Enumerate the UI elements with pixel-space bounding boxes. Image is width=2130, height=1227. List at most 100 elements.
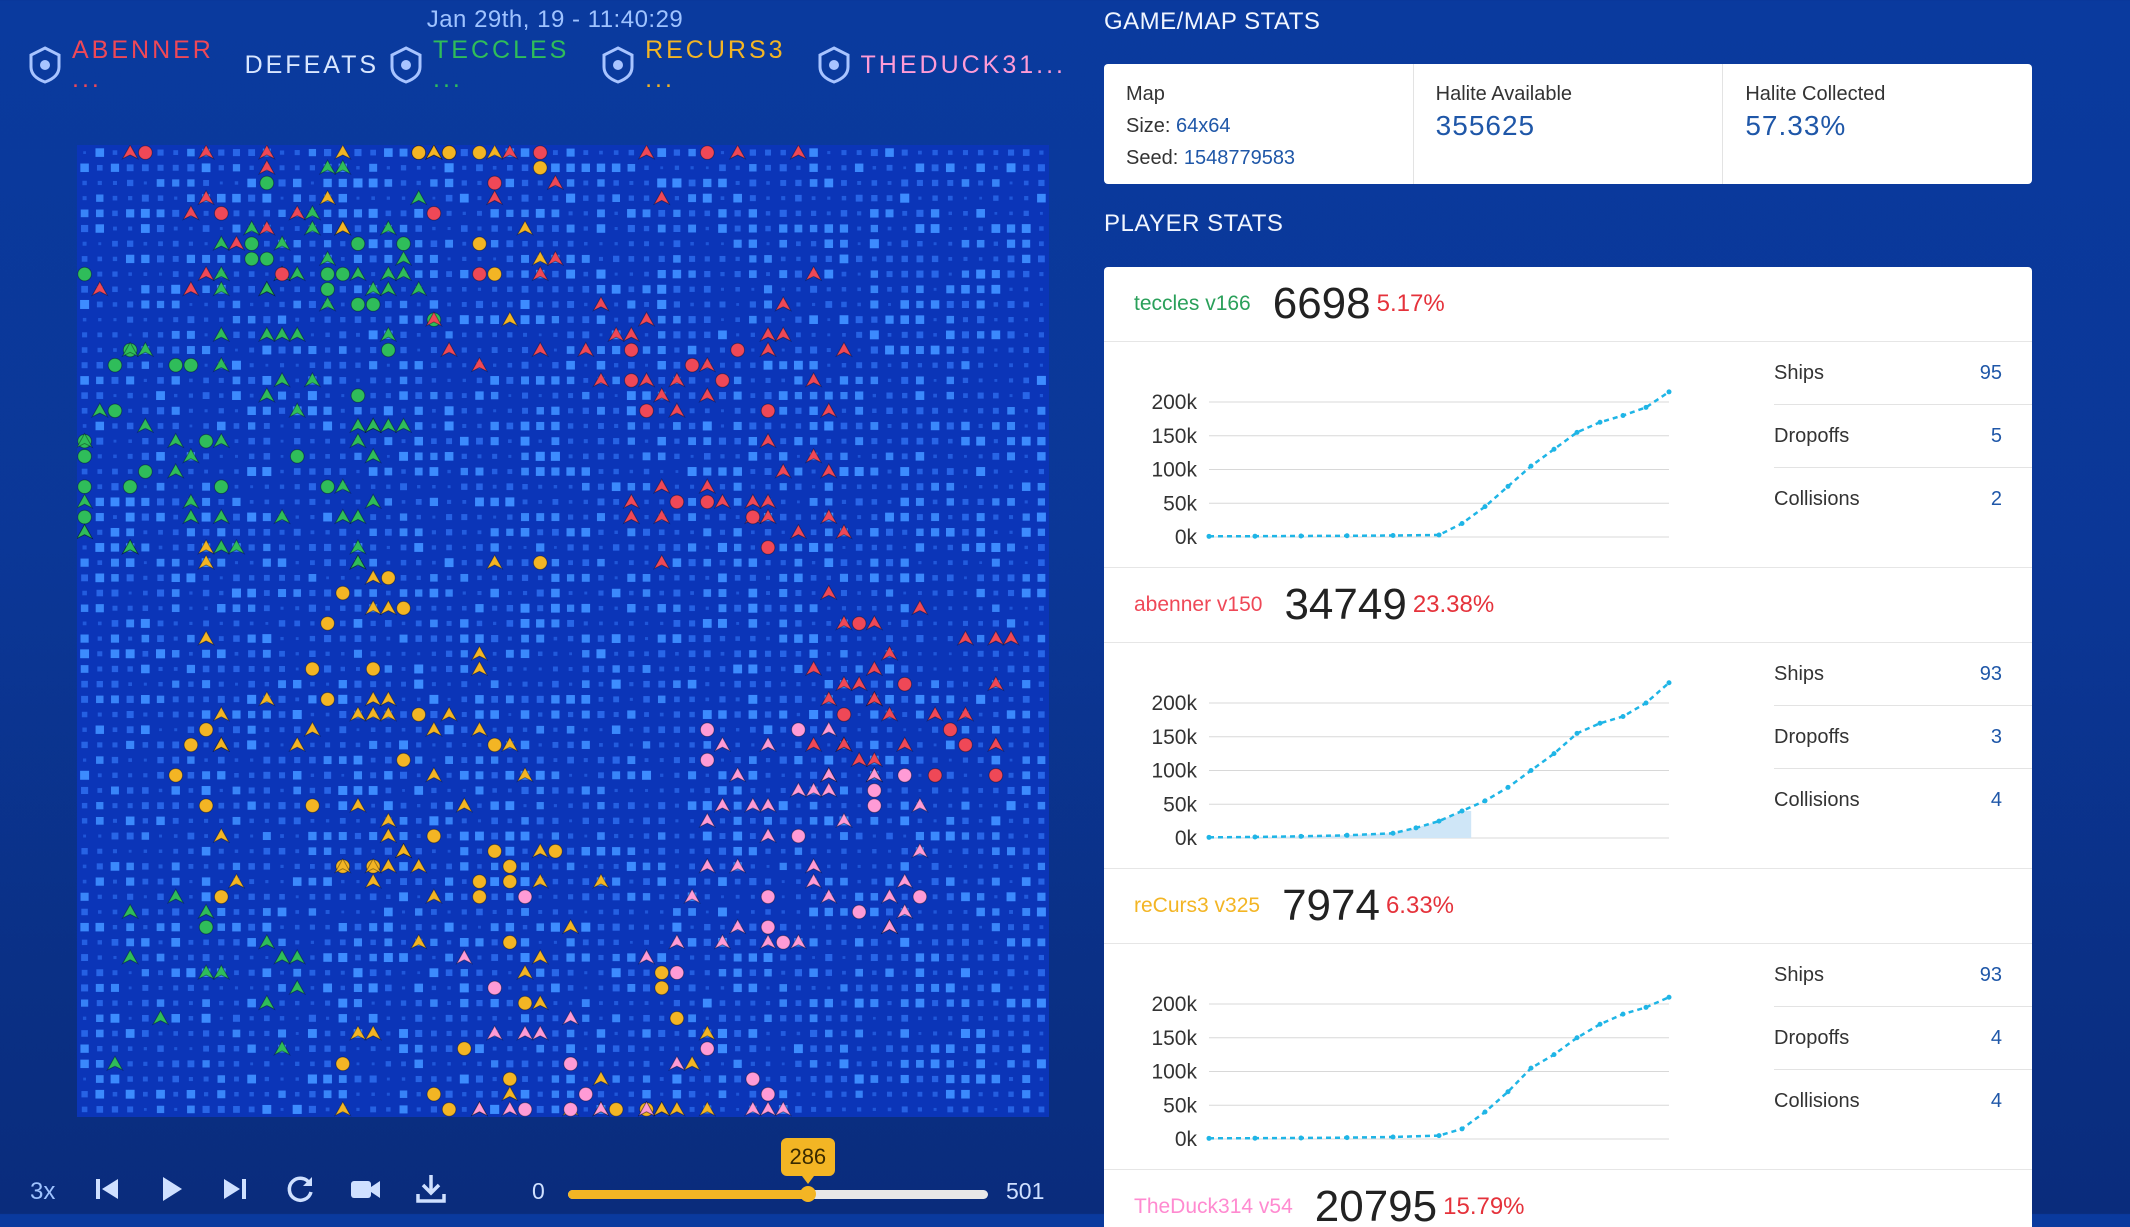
timeline-track[interactable] [568, 1190, 988, 1199]
ship-marker[interactable] [212, 538, 231, 555]
ship-marker[interactable] [197, 538, 215, 555]
ship-marker[interactable] [516, 219, 534, 236]
ship-marker[interactable] [637, 311, 656, 327]
dropoff-marker[interactable] [411, 707, 427, 722]
dropoff-marker[interactable] [441, 1102, 457, 1117]
ship-marker[interactable] [121, 948, 139, 965]
ship-marker[interactable] [273, 948, 291, 965]
dropoff-marker[interactable] [77, 449, 92, 464]
ship-marker[interactable] [865, 614, 884, 631]
player-header-recurs3[interactable]: reCurs3 v325 7974 6.33% [1104, 869, 2032, 944]
ship-marker[interactable] [212, 356, 231, 373]
dropoff-marker[interactable] [244, 251, 259, 267]
ship-marker[interactable] [288, 204, 307, 221]
dropoff-marker[interactable] [426, 828, 442, 844]
ship-marker[interactable] [77, 523, 94, 540]
ship-marker[interactable] [576, 341, 595, 358]
ship-marker[interactable] [425, 888, 443, 905]
matchup-player-teccles[interactable]: TECCLES ... [433, 36, 570, 93]
ship-marker[interactable] [349, 508, 367, 525]
ship-marker[interactable] [698, 1024, 717, 1041]
ship-marker[interactable] [956, 705, 975, 722]
ship-marker[interactable] [333, 219, 352, 236]
ship-marker[interactable] [212, 705, 231, 722]
ship-marker[interactable] [956, 629, 975, 646]
dropoff-marker[interactable] [699, 1041, 715, 1056]
dropoff-marker[interactable] [381, 342, 396, 358]
ship-marker[interactable] [349, 797, 367, 813]
ship-marker[interactable] [106, 1055, 124, 1072]
ship-marker[interactable] [197, 554, 215, 570]
ship-marker[interactable] [865, 690, 884, 707]
ship-marker[interactable] [835, 675, 853, 692]
ship-marker[interactable] [121, 903, 139, 920]
ship-marker[interactable] [850, 675, 868, 692]
ship-marker[interactable] [531, 1024, 550, 1041]
ship-marker[interactable] [349, 1024, 367, 1041]
ship-marker[interactable] [288, 402, 307, 419]
ship-marker[interactable] [288, 736, 307, 753]
ship-marker[interactable] [197, 189, 215, 206]
ship-marker[interactable] [212, 736, 231, 753]
ship-marker[interactable] [182, 493, 200, 510]
dropoff-marker[interactable] [335, 1056, 351, 1072]
ship-marker[interactable] [698, 857, 717, 874]
ship-marker[interactable] [835, 341, 853, 358]
ship-marker[interactable] [273, 326, 291, 343]
ship-marker[interactable] [258, 280, 276, 297]
ship-marker[interactable] [333, 857, 352, 874]
dropoff-marker[interactable] [198, 919, 214, 935]
ship-marker[interactable] [212, 827, 231, 844]
ship-marker[interactable] [364, 447, 382, 464]
ship-marker[interactable] [865, 660, 884, 677]
timeline-handle[interactable] [799, 1186, 816, 1202]
ship-marker[interactable] [501, 1085, 519, 1102]
ship-marker[interactable] [592, 1070, 610, 1087]
ship-marker[interactable] [501, 311, 519, 327]
dropoff-marker[interactable] [851, 616, 867, 631]
ship-marker[interactable] [637, 1100, 656, 1117]
play-icon[interactable] [152, 1170, 190, 1208]
ship-marker[interactable] [531, 948, 550, 965]
dropoff-marker[interactable] [259, 251, 275, 267]
game-board[interactable] [77, 145, 1049, 1117]
ship-marker[interactable] [880, 645, 899, 662]
ship-marker[interactable] [303, 219, 322, 236]
ship-marker[interactable] [850, 751, 868, 768]
ship-marker[interactable] [804, 660, 823, 677]
ship-marker[interactable] [668, 1100, 686, 1117]
ship-marker[interactable] [318, 250, 337, 267]
dropoff-marker[interactable] [867, 783, 882, 798]
ship-marker[interactable] [698, 812, 717, 829]
ship-marker[interactable] [288, 326, 307, 343]
ship-marker[interactable] [652, 189, 671, 206]
dropoff-marker[interactable] [213, 206, 229, 221]
ship-marker[interactable] [409, 189, 428, 206]
speed-toggle[interactable]: 3x [30, 1178, 56, 1205]
ship-marker[interactable] [652, 478, 671, 494]
ship-marker[interactable] [698, 386, 717, 403]
dropoff-marker[interactable] [715, 373, 730, 388]
dropoff-marker[interactable] [760, 919, 776, 935]
dropoff-marker[interactable] [213, 889, 229, 905]
ship-marker[interactable] [759, 797, 777, 813]
dropoff-marker[interactable] [320, 281, 335, 297]
ship-marker[interactable] [728, 857, 747, 874]
dropoff-marker[interactable] [897, 676, 913, 692]
dropoff-marker[interactable] [335, 585, 351, 601]
dropoff-marker[interactable] [760, 1086, 776, 1102]
dropoff-marker[interactable] [381, 570, 396, 586]
ship-marker[interactable] [592, 371, 610, 388]
ship-marker[interactable] [485, 554, 504, 570]
ship-marker[interactable] [819, 402, 838, 419]
ship-marker[interactable] [288, 979, 307, 996]
ship-marker[interactable] [774, 295, 793, 312]
ship-marker[interactable] [394, 265, 413, 282]
ship-marker[interactable] [501, 145, 519, 160]
ship-marker[interactable] [303, 721, 322, 737]
ship-marker[interactable] [364, 493, 382, 510]
ship-marker[interactable] [531, 994, 550, 1011]
dropoff-marker[interactable] [791, 828, 806, 844]
ship-marker[interactable] [683, 1055, 701, 1072]
ship-marker[interactable] [744, 797, 762, 813]
